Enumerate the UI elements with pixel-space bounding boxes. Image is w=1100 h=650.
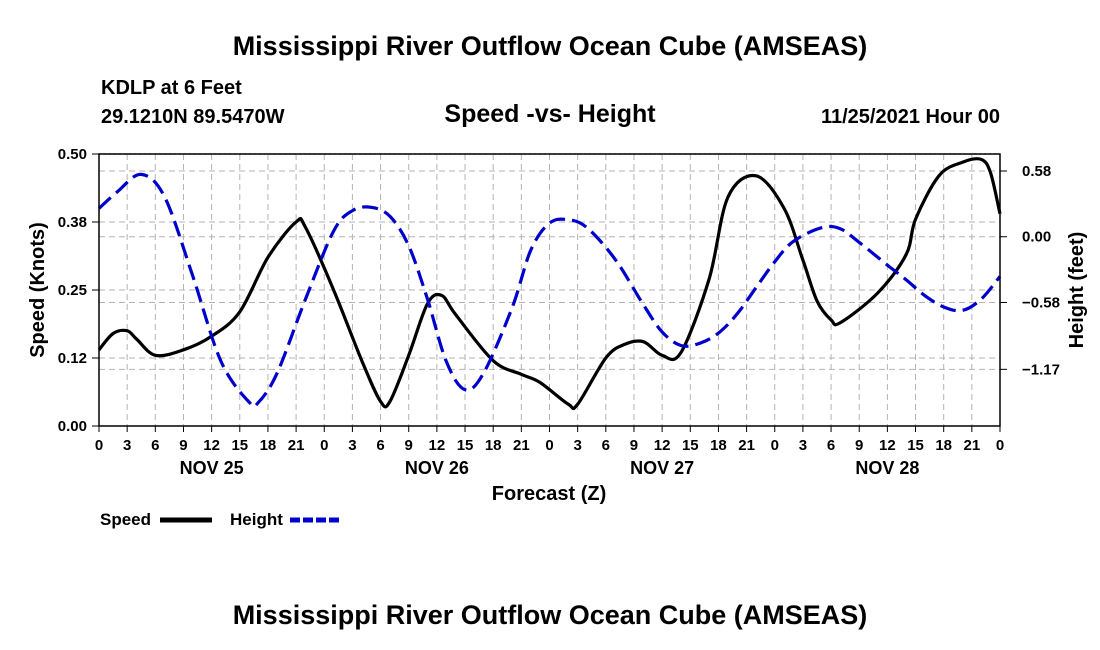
y2-tick-label: 0.58 xyxy=(1022,163,1051,180)
station-name: KDLP at 6 Feet xyxy=(101,77,242,99)
legend: Speed Height xyxy=(100,510,342,529)
x-tick-label: 9 xyxy=(405,437,413,454)
x-tick-label: 0 xyxy=(545,437,553,454)
day-label: NOV 28 xyxy=(855,458,919,478)
x-tick-label: 15 xyxy=(457,437,474,454)
y2-axis-label: Height (feet) xyxy=(1066,232,1088,349)
x-tick-label: 15 xyxy=(231,437,248,454)
x-tick-label: 0 xyxy=(996,437,1004,454)
x-tick-label: 3 xyxy=(799,437,807,454)
x-tick-label: 0 xyxy=(320,437,328,454)
station-coords: 29.1210N 89.5470W xyxy=(101,106,285,128)
x-tick-label: 15 xyxy=(682,437,699,454)
y-tick-label: 0.25 xyxy=(58,282,87,299)
x-tick-label: 21 xyxy=(964,437,981,454)
series-line-speed xyxy=(97,157,1002,411)
x-tick-label: 6 xyxy=(376,437,384,454)
y-tick-label: 0.00 xyxy=(58,418,87,435)
x-tick-label: 18 xyxy=(935,437,952,454)
x-tick-label: 18 xyxy=(710,437,727,454)
y-tick-label: 0.12 xyxy=(58,350,87,367)
legend-label-height: Height xyxy=(230,510,283,529)
x-tick-label: 15 xyxy=(907,437,924,454)
x-tick-label: 12 xyxy=(879,437,896,454)
series xyxy=(97,157,1002,411)
y2-tick-label: −0.58 xyxy=(1022,294,1060,311)
x-tick-label: 9 xyxy=(179,437,187,454)
y2-tick-label: −1.17 xyxy=(1022,361,1060,378)
series-line-height xyxy=(97,172,1002,409)
day-label: NOV 27 xyxy=(630,458,694,478)
y2-tick-label: 0.00 xyxy=(1022,229,1051,246)
x-tick-label: 6 xyxy=(827,437,835,454)
forecast-datetime: 11/25/2021 Hour 00 xyxy=(820,106,1000,128)
x-tick-label: 3 xyxy=(123,437,131,454)
chart-subtitle: Speed -vs- Height xyxy=(444,100,656,128)
x-tick-label: 6 xyxy=(151,437,159,454)
legend-label-speed: Speed xyxy=(100,510,151,529)
x-tick-label: 12 xyxy=(429,437,446,454)
day-label: NOV 25 xyxy=(180,458,244,478)
y-tick-label: 0.38 xyxy=(58,214,87,231)
x-tick-label: 9 xyxy=(855,437,863,454)
x-tick-label: 3 xyxy=(573,437,581,454)
x-tick-label: 18 xyxy=(260,437,277,454)
y-tick-label: 0.50 xyxy=(58,146,87,163)
speed-height-chart: 0 3 6 9 12 15 18 21 0 3 6 9 12 15 18 21 0 3 6 9 12 15 18 21 0 3 6 9… xyxy=(27,146,1088,529)
y-axis-label: Speed (Knots) xyxy=(27,222,49,358)
x-tick-label: 21 xyxy=(513,437,530,454)
x-axis-label: Forecast (Z) xyxy=(492,483,606,505)
x-tick-label: 0 xyxy=(771,437,779,454)
x-tick-label: 21 xyxy=(288,437,305,454)
x-tick-label: 9 xyxy=(630,437,638,454)
x-tick-label: 0 xyxy=(95,437,103,454)
chart-title: Mississippi River Outflow Ocean Cube (AM… xyxy=(232,31,868,61)
axes: 0 3 6 9 12 15 18 21 0 3 6 9 12 15 18 21 0 3 6 9 12 15 18 21 0 3 6 9… xyxy=(58,146,1060,478)
x-tick-label: 21 xyxy=(738,437,755,454)
x-tick-label: 12 xyxy=(654,437,671,454)
x-tick-label: 12 xyxy=(203,437,220,454)
day-label: NOV 26 xyxy=(405,458,469,478)
x-tick-label: 3 xyxy=(348,437,356,454)
x-tick-label: 6 xyxy=(602,437,610,454)
chart-title-repeat: Mississippi River Outflow Ocean Cube (AM… xyxy=(232,600,868,630)
x-tick-label: 18 xyxy=(485,437,502,454)
